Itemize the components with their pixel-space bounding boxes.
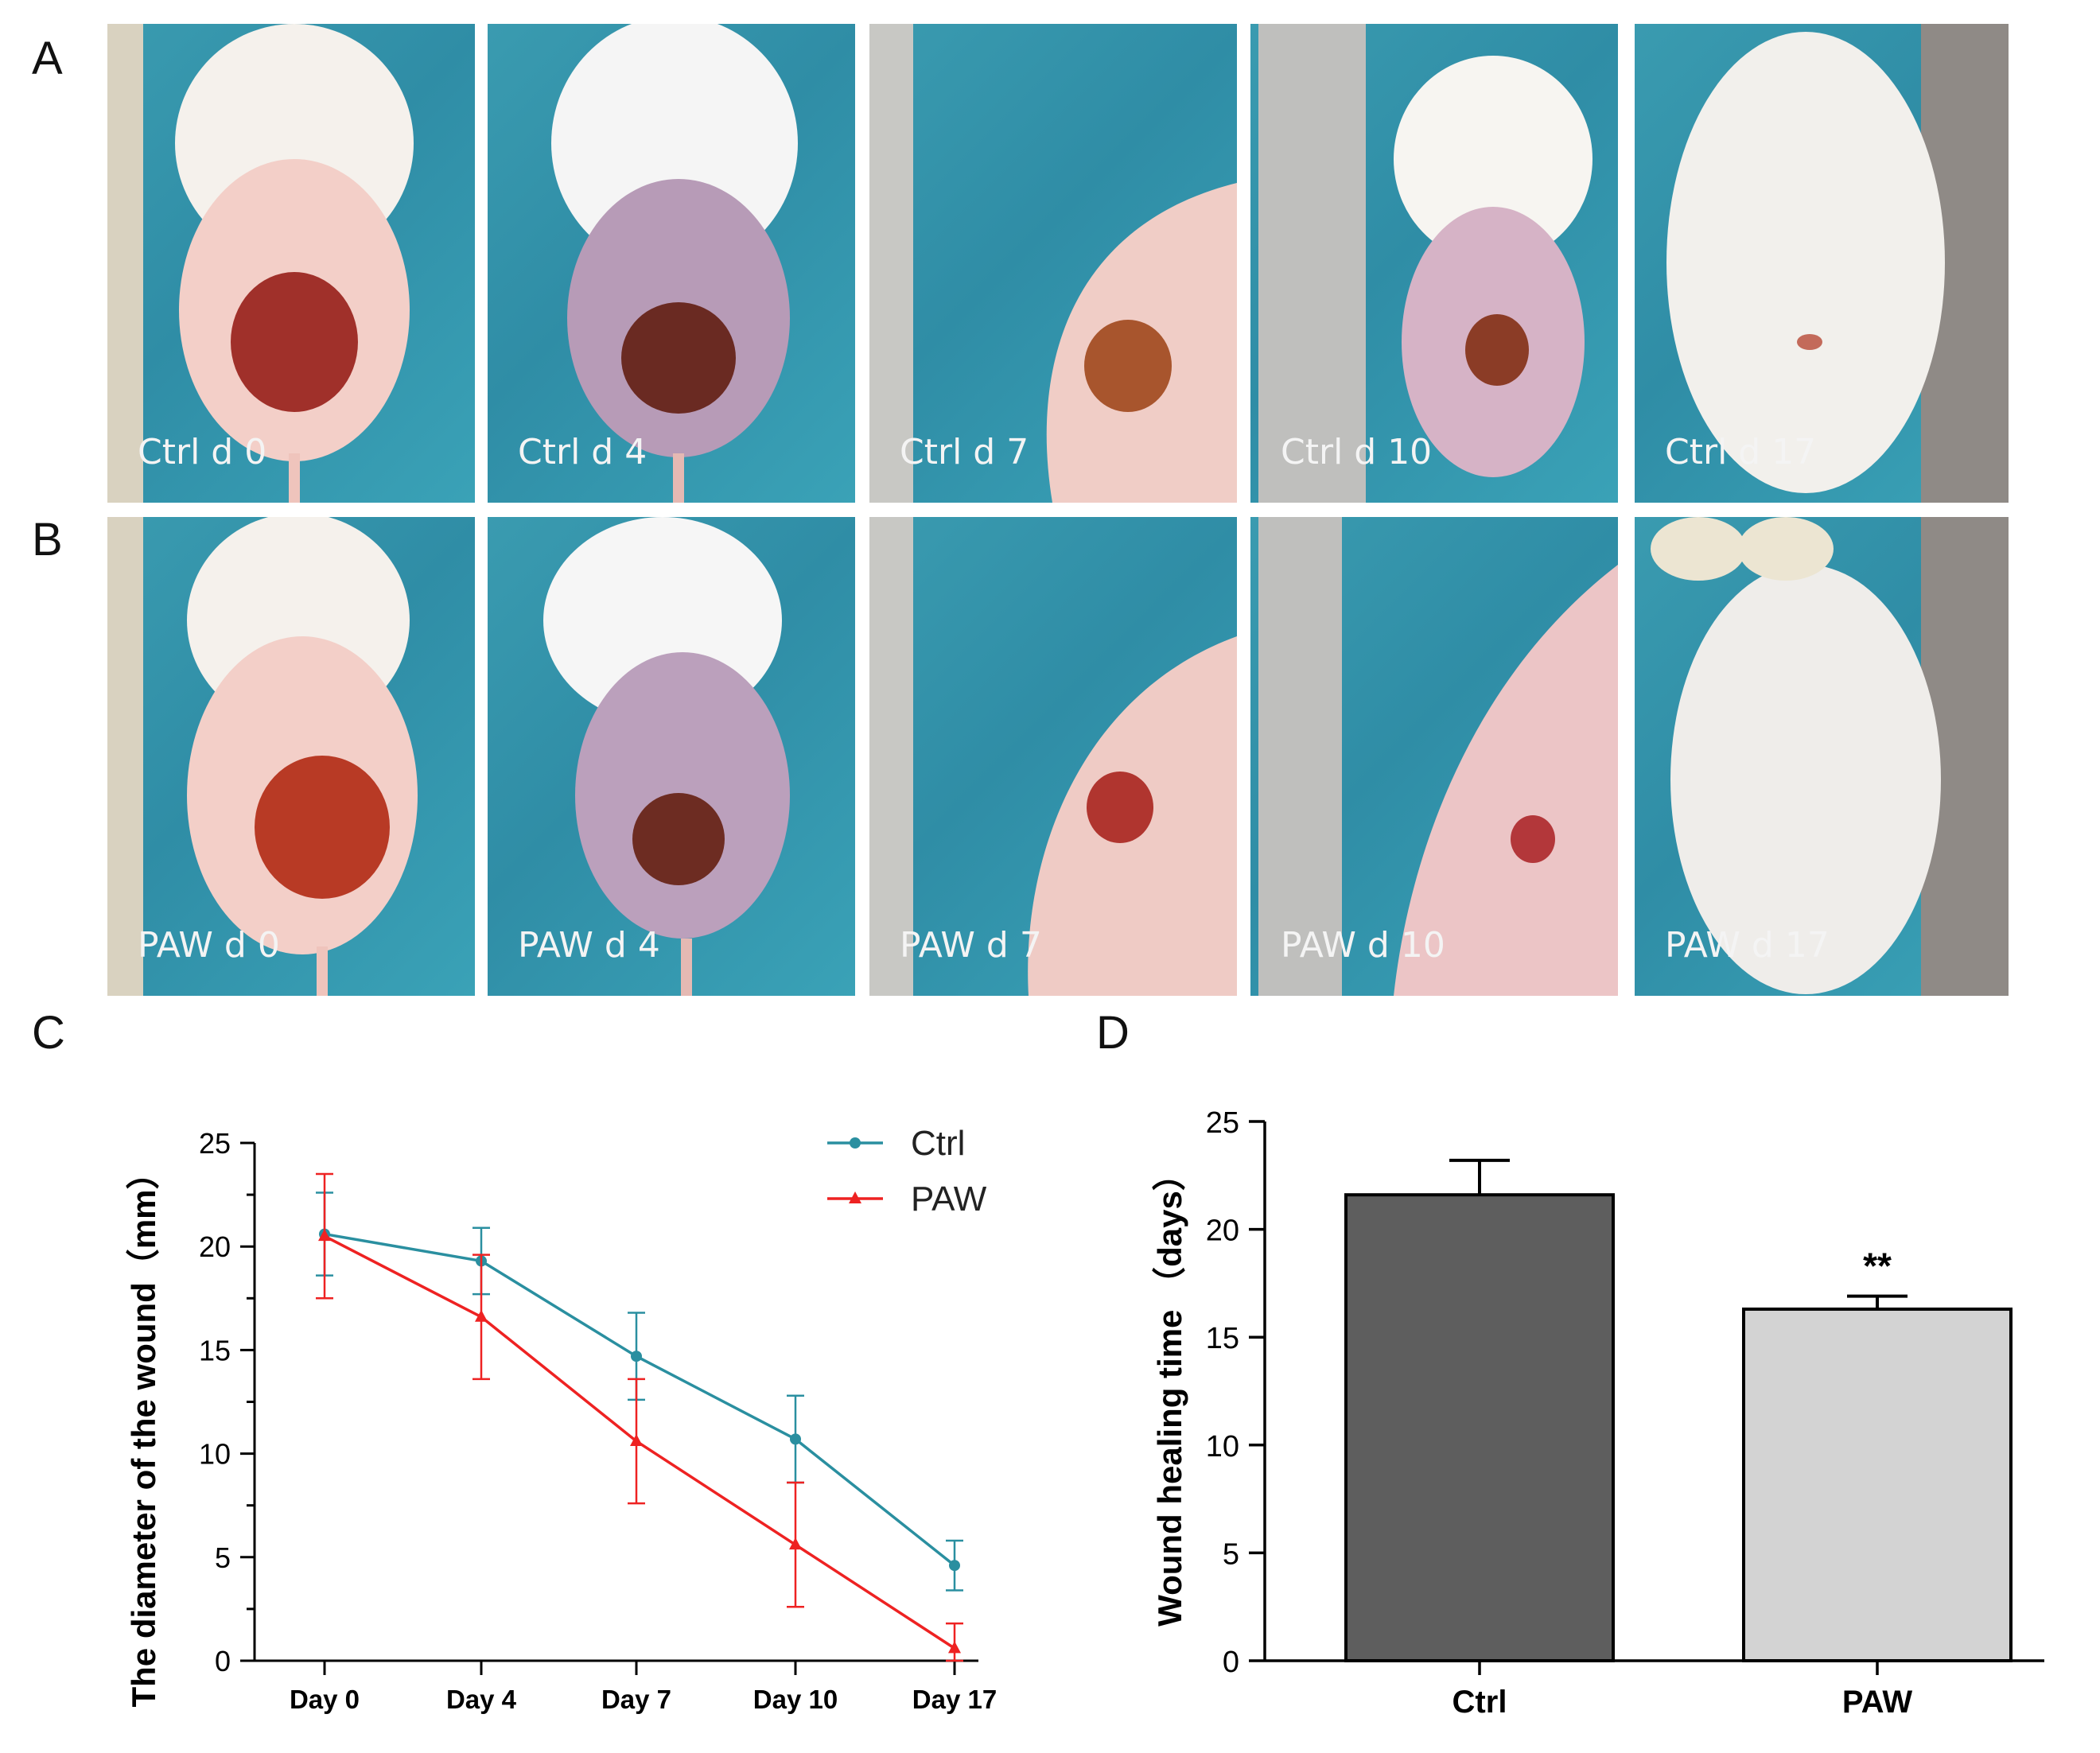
y-tick-label: 5 [215, 1541, 231, 1574]
mouse-wound-illustration [543, 517, 790, 996]
photo-paw-day-4: PAW d 4 [488, 517, 855, 996]
photo-ctrl-day-4: Ctrl d 4 [488, 24, 855, 503]
photo-label: PAW d 4 [518, 925, 660, 966]
y-axis-title: The diameter of the wound（mm） [125, 1156, 162, 1707]
mouse-wound-illustration [107, 24, 414, 503]
mouse-wound-illustration [1258, 517, 1618, 996]
photo-label: Ctrl d 7 [900, 432, 1029, 472]
photo-label: PAW d 0 [138, 925, 280, 966]
mouse-wound-illustration [869, 24, 1237, 503]
photo-ctrl-day-17: Ctrl d 17 [1635, 24, 2009, 503]
data-point-paw [789, 1537, 802, 1550]
data-point-paw [948, 1641, 961, 1654]
photo-ctrl-day-7: Ctrl d 7 [869, 24, 1237, 503]
y-tick-label: 15 [199, 1334, 231, 1366]
bar-ctrl [1344, 1193, 1615, 1662]
data-point-paw [318, 1229, 331, 1242]
x-tick-label: Day 0 [290, 1685, 360, 1714]
panel-letter-b: B [32, 514, 63, 566]
photo-label: Ctrl d 4 [518, 432, 648, 472]
wound-diameter-line-chart: 0 5 10 15 20 25 Day 0 Day 4 Day 7 Day 10 Day 17 The… [125, 1124, 997, 1714]
photo-label: Ctrl d 10 [1281, 432, 1433, 472]
photo-label: PAW d 17 [1665, 925, 1830, 966]
legend-marker [850, 1137, 861, 1149]
y-tick-label: 5 [1223, 1537, 1239, 1571]
y-tick-label: 0 [1223, 1646, 1239, 1679]
y-tick-label: 0 [215, 1645, 231, 1677]
photo-label: Ctrl d 0 [138, 432, 267, 472]
y-tick-label: 20 [199, 1230, 231, 1263]
photo-label: PAW d 7 [900, 925, 1042, 966]
data-point-paw [630, 1433, 643, 1446]
panel-letter-d: D [1096, 1007, 1130, 1059]
x-tick-label: PAW [1842, 1685, 1912, 1720]
x-tick-label: Day 4 [446, 1685, 517, 1714]
photo-label: Ctrl d 17 [1665, 432, 1817, 472]
x-tick-label: Day 17 [912, 1685, 997, 1714]
mouse-wound-illustration [107, 517, 418, 996]
mouse-wound-illustration [869, 517, 1237, 996]
photo-paw-day-7: PAW d 7 [869, 517, 1237, 996]
x-tick-label: Day 7 [601, 1685, 671, 1714]
y-tick-label: 15 [1206, 1322, 1239, 1355]
mouse-wound-illustration [1666, 24, 2009, 503]
legend-label: PAW [911, 1180, 987, 1219]
y-tick-label: 25 [199, 1127, 231, 1160]
data-point-paw [475, 1309, 488, 1322]
photo-ctrl-day-10: Ctrl d 10 [1250, 24, 1618, 503]
panel-letter-a: A [32, 33, 63, 84]
photo-label: PAW d 10 [1281, 925, 1445, 966]
photo-paw-day-0: PAW d 0 [107, 517, 475, 996]
y-axis-title: Wound healing time （days） [1151, 1157, 1188, 1627]
y-tick-label: 20 [1206, 1215, 1239, 1248]
mouse-wound-illustration [1651, 517, 2009, 996]
panel-letter-c: C [32, 1007, 65, 1059]
photo-paw-day-10: PAW d 10 [1250, 517, 1618, 996]
mouse-wound-illustration [1258, 24, 1592, 503]
data-point-ctrl [949, 1560, 960, 1572]
x-tick-label: Day 10 [753, 1685, 838, 1714]
y-tick-label: 10 [199, 1438, 231, 1471]
bar-paw [1742, 1307, 2012, 1662]
x-tick-label: Ctrl [1452, 1685, 1507, 1720]
y-tick-label: 10 [1206, 1430, 1239, 1463]
legend-label: Ctrl [911, 1124, 965, 1163]
photo-ctrl-day-0: Ctrl d 0 [107, 24, 475, 503]
photo-paw-day-17: PAW d 17 [1635, 517, 2009, 996]
data-point-ctrl [790, 1433, 801, 1445]
significance-marker: ** [1863, 1246, 1892, 1287]
mouse-wound-illustration [551, 24, 798, 503]
data-point-ctrl [631, 1351, 642, 1362]
y-tick-label: 25 [1206, 1106, 1239, 1140]
legend-marker [849, 1191, 861, 1203]
